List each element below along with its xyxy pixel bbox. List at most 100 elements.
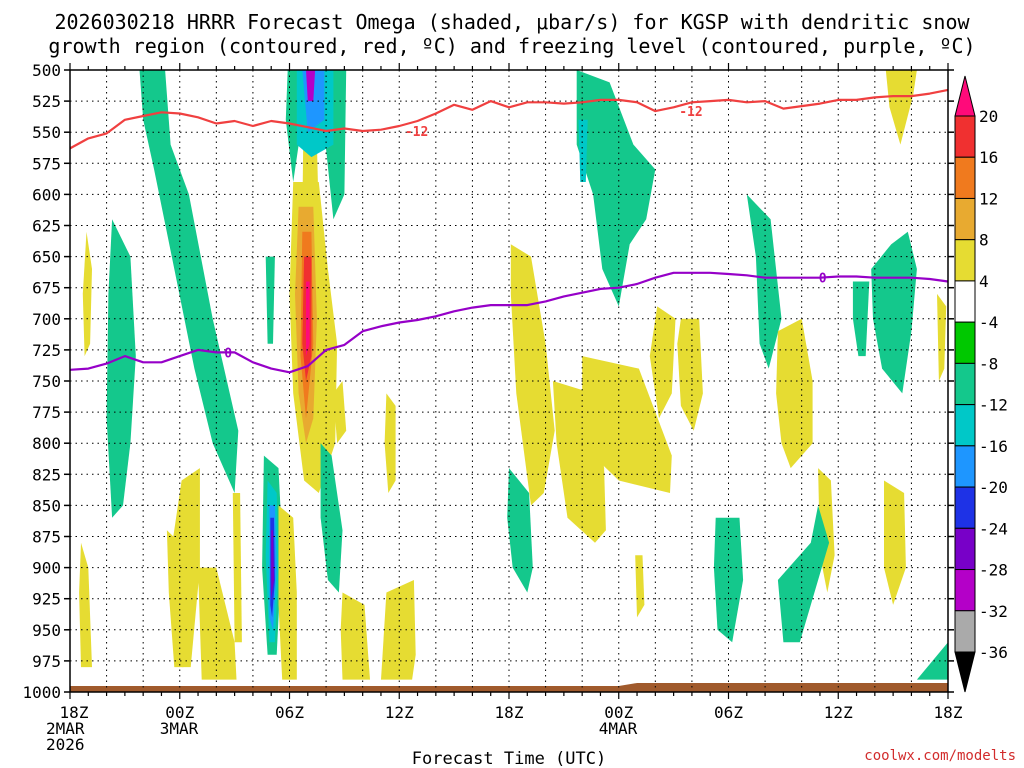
- omega-region-35: [635, 555, 645, 618]
- colorbar-box-8: [954, 445, 976, 488]
- colorbar-label-11: -28: [979, 561, 1008, 580]
- chart-title-line-2: growth region (contoured, red, ºC) and f…: [48, 34, 975, 58]
- omega-region-40: [713, 517, 744, 643]
- x-axis-label: Forecast Time (UTC): [412, 749, 606, 768]
- freezing-level-label-1: 0: [819, 272, 827, 287]
- y-tick-label-775: 775: [32, 403, 61, 422]
- y-tick-label-725: 725: [32, 341, 61, 360]
- omega-region-0: [139, 70, 239, 493]
- y-tick-label-650: 650: [32, 248, 61, 267]
- temperature-contours: -12 -12 0 0: [69, 88, 949, 374]
- y-tick-label-1000: 1000: [22, 683, 61, 702]
- colorbar-label-13: -36: [979, 643, 1008, 662]
- colorbar-bottom-arrow: [954, 651, 976, 693]
- x-tick-label-0-2: 2MAR: [46, 719, 85, 738]
- omega-region-2: [82, 231, 92, 357]
- x-tick-label-5-2: 4MAR: [599, 719, 638, 738]
- omega-region-29: [381, 580, 416, 680]
- omega-region-48: [937, 293, 947, 381]
- colorbar-box-12: [954, 610, 976, 653]
- colorbar-box-7: [954, 404, 976, 447]
- omega-region-33: [649, 306, 676, 419]
- colorbar-box-6: [954, 362, 976, 406]
- omega-region-47: [884, 480, 906, 605]
- colorbar-label-6: -8: [979, 354, 998, 373]
- y-tick-label-900: 900: [32, 559, 61, 578]
- omega-region-7: [306, 70, 316, 102]
- omega-region-44: [852, 281, 870, 357]
- y-tick-label-625: 625: [32, 217, 61, 236]
- omega-region-25: [271, 530, 274, 599]
- y-tick-label-850: 850: [32, 496, 61, 515]
- y-tick-label-600: 600: [32, 185, 61, 204]
- colorbar-label-0: 20: [979, 107, 998, 126]
- omega-region-41: [776, 318, 813, 469]
- omega-region-18: [79, 542, 92, 668]
- y-tick-label-550: 550: [32, 123, 61, 142]
- colorbar-label-7: -12: [979, 396, 1008, 415]
- x-tick-label-0-3: 2026: [46, 735, 85, 754]
- colorbar-label-12: -32: [979, 602, 1008, 621]
- y-tick-label-825: 825: [32, 465, 61, 484]
- colorbar-label-1: 16: [979, 148, 998, 167]
- colorbar-box-1: [954, 156, 976, 199]
- grid-lines: [70, 69, 948, 693]
- colorbar-label-10: -24: [979, 519, 1008, 538]
- y-tick-label-500: 500: [32, 61, 61, 80]
- x-tick-label-0-1: 18Z: [60, 703, 89, 722]
- y-tick-label-575: 575: [32, 154, 61, 173]
- colorbar-label-8: -16: [979, 437, 1008, 456]
- y-tick-label-925: 925: [32, 590, 61, 609]
- colorbar-label-3: 8: [979, 231, 989, 250]
- omega-region-49: [916, 642, 948, 680]
- snow-growth-label-1: -12: [679, 105, 702, 120]
- y-tick-label-750: 750: [32, 372, 61, 391]
- colorbar-label-5: -4: [979, 313, 998, 332]
- y-tick-label-700: 700: [32, 310, 61, 329]
- colorbar-box-0: [954, 115, 976, 158]
- omega-region-30: [510, 244, 555, 506]
- omega-region-43: [777, 505, 830, 643]
- credit-text: coolwx.com/modelts: [864, 748, 1016, 764]
- omega-region-36: [507, 468, 533, 593]
- y-tick-label-525: 525: [32, 92, 61, 111]
- colorbar-box-10: [954, 527, 976, 571]
- y-tick-label-875: 875: [32, 528, 61, 547]
- y-tick-label-675: 675: [32, 279, 61, 298]
- x-tick-label-8-1: 18Z: [934, 703, 963, 722]
- x-tick-label-7-1: 12Z: [824, 703, 853, 722]
- omega-region-46: [885, 70, 917, 145]
- omega-region-19: [198, 567, 237, 680]
- omega-region-38: [578, 119, 588, 182]
- y-tick-label-975: 975: [32, 652, 61, 671]
- y-tick-label-800: 800: [32, 434, 61, 453]
- omega-region-26: [278, 505, 297, 680]
- colorbar-box-3: [954, 239, 976, 282]
- colorbar-box-11: [954, 569, 976, 612]
- omega-region-32: [582, 356, 672, 493]
- omega-shading: [79, 70, 948, 680]
- chart-title-line-1: 2026030218 HRRR Forecast Omega (shaded, …: [54, 10, 970, 34]
- x-tick-label-5-1: 00Z: [604, 703, 633, 722]
- x-tick-label-4-1: 18Z: [495, 703, 524, 722]
- x-tick-label-3-1: 12Z: [385, 703, 414, 722]
- omega-region-20: [232, 493, 242, 643]
- x-tick-label-1-1: 00Z: [165, 703, 194, 722]
- x-tick-label-2-1: 06Z: [275, 703, 304, 722]
- colorbar-label-2: 12: [979, 189, 998, 208]
- omega-region-1: [106, 219, 136, 518]
- colorbar-box-2: [954, 197, 976, 241]
- colorbar-box-9: [954, 486, 976, 529]
- omega-colorbar: 20 16 12 8 4 -4 -8 -12 -16 -20 -24 -28 -32 -36: [954, 75, 1008, 693]
- colorbar-label-9: -20: [979, 478, 1008, 497]
- freezing-level-line: [69, 271, 949, 374]
- freezing-level-label-0: 0: [224, 346, 232, 361]
- omega-region-39: [746, 194, 782, 369]
- x-tick-label-6-1: 06Z: [714, 703, 743, 722]
- omega-region-14: [265, 256, 275, 344]
- x-tick-label-1-2: 3MAR: [160, 719, 199, 738]
- y-tick-label-950: 950: [32, 621, 61, 640]
